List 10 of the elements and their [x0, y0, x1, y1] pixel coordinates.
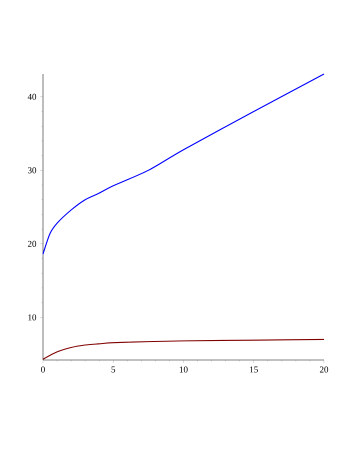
x-tick-label: 20	[320, 366, 328, 373]
y-tick-label: 10	[28, 314, 36, 320]
x-tick-label: 0	[41, 366, 45, 373]
y-tick-label: 20	[28, 240, 36, 247]
y-tick-label: 40	[28, 94, 36, 100]
x-tick-label: 10	[180, 366, 188, 373]
line-series	[42, 73, 325, 255]
x-tick-label: 15	[250, 366, 258, 373]
y-tick-label: 30	[28, 167, 36, 174]
x-tick-label: 5	[112, 366, 116, 372]
